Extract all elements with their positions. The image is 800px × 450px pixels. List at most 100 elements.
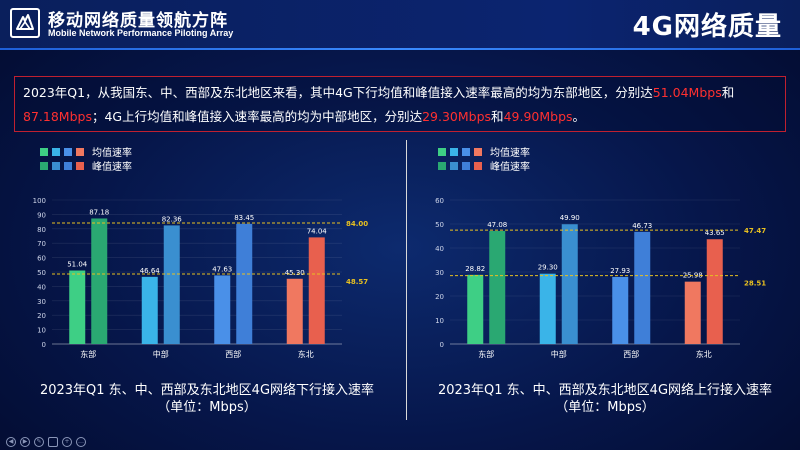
x-category-label-1: 中部: [153, 349, 169, 359]
y-tick-label: 20: [37, 312, 46, 320]
y-tick-label: 60: [435, 197, 444, 205]
data-label-avg-1: 46.64: [140, 267, 161, 275]
header-bar: 移动网络质量领航方阵 Mobile Network Performance Pi…: [0, 0, 800, 48]
bar-avg-3: [684, 281, 701, 344]
bar-peak-0: [91, 218, 108, 344]
x-category-label-2: 西部: [623, 349, 639, 359]
reference-label-1: 28.51: [744, 280, 766, 288]
legend-swatch-peak-2: [462, 162, 470, 170]
bar-avg-1: [141, 276, 158, 344]
data-label-peak-2: 46.73: [632, 222, 652, 230]
brand-name-en: Mobile Network Performance Piloting Arra…: [48, 28, 234, 38]
legend-swatch-peak-0: [438, 162, 446, 170]
data-label-peak-3: 74.04: [307, 227, 328, 235]
legend-swatch-avg-3: [76, 148, 84, 156]
x-category-label-0: 东部: [80, 349, 96, 359]
x-category-label-1: 中部: [551, 349, 567, 359]
downlink-caption-title: 2023年Q1 东、中、西部及东北地区4G网络下行接入速率: [39, 383, 375, 398]
bar-peak-3: [308, 237, 325, 344]
data-label-peak-1: 82.36: [162, 215, 183, 223]
reference-label-0: 84.00: [346, 220, 368, 228]
bar-avg-0: [69, 270, 86, 344]
bar-peak-2: [236, 223, 253, 344]
slides-grid-icon[interactable]: [48, 437, 58, 447]
downlink-chart: 均值速率 峰值速率 0 10 20 30 40 50 60 70 80 90 100 51.04 87.18…: [12, 140, 402, 380]
data-label-avg-3: 45.30: [285, 269, 305, 277]
y-tick-label: 0: [440, 341, 444, 349]
legend-swatch-avg-1: [450, 148, 458, 156]
downlink-caption-unit: （单位：Mbps）: [157, 400, 257, 415]
x-category-label-0: 东部: [478, 349, 494, 359]
summary-value-1: 51.04Mbps: [652, 85, 722, 100]
data-label-peak-2: 83.45: [234, 214, 254, 222]
bar-peak-3: [706, 239, 723, 344]
brand-logo-icon: [10, 8, 40, 38]
y-tick-label: 50: [435, 221, 444, 229]
downlink-caption: 2023年Q1 东、中、西部及东北地区4G网络下行接入速率 （单位：Mbps）: [12, 382, 402, 416]
x-category-label-2: 西部: [225, 349, 241, 359]
bar-peak-2: [634, 231, 651, 344]
bar-avg-2: [214, 275, 231, 344]
legend-swatch-peak-1: [450, 162, 458, 170]
data-label-peak-0: 87.18: [89, 208, 109, 216]
data-label-avg-1: 29.30: [538, 264, 558, 272]
reference-label-1: 48.57: [346, 278, 368, 286]
y-tick-label: 30: [37, 298, 46, 306]
legend-label-avg: 均值速率: [92, 146, 132, 159]
chart-divider: [406, 140, 407, 420]
bar-peak-1: [163, 225, 180, 344]
legend-swatch-avg-2: [64, 148, 72, 156]
data-label-avg-2: 27.93: [610, 267, 630, 275]
y-tick-label: 10: [37, 327, 46, 335]
legend-swatch-avg-3: [474, 148, 482, 156]
bar-avg-0: [467, 274, 484, 344]
y-tick-label: 100: [33, 197, 46, 205]
x-category-label-3: 东北: [298, 349, 314, 359]
more-options-icon[interactable]: …: [76, 437, 86, 447]
bar-avg-1: [539, 273, 556, 344]
pen-icon[interactable]: ✎: [34, 437, 44, 447]
data-label-peak-1: 49.90: [560, 214, 580, 222]
zoom-icon[interactable]: +: [62, 437, 72, 447]
data-label-peak-3: 43.65: [705, 229, 725, 237]
legend-swatch-peak-3: [474, 162, 482, 170]
legend-label-peak: 峰值速率: [92, 160, 132, 173]
legend-label-peak: 峰值速率: [490, 160, 530, 173]
y-tick-label: 40: [435, 245, 444, 253]
summary-text-5: 。: [572, 109, 586, 124]
legend-swatch-avg-1: [52, 148, 60, 156]
summary-value-3: 29.30Mbps: [422, 109, 492, 124]
summary-box: 2023年Q1，从我国东、中、西部及东北地区来看，其中4G下行均值和峰值接入速率…: [14, 76, 786, 132]
data-label-avg-0: 28.82: [465, 265, 485, 273]
y-tick-label: 0: [42, 341, 46, 349]
prev-slide-icon[interactable]: ◀: [6, 437, 16, 447]
legend-swatch-avg-0: [40, 148, 48, 156]
slideshow-controls: ◀ ▶ ✎ + …: [0, 434, 800, 450]
legend-swatch-peak-0: [40, 162, 48, 170]
uplink-caption: 2023年Q1 东、中、西部及东北地区4G网络上行接入速率 （单位：Mbps）: [410, 382, 800, 416]
brand-name-cn: 移动网络质量领航方阵: [48, 11, 228, 31]
uplink-caption-unit: （单位：Mbps）: [555, 400, 655, 415]
uplink-chart: 均值速率 峰值速率 0 10 20 30 40 50 60 28.82 47.08 东部 29.30 49…: [410, 140, 800, 380]
legend-swatch-peak-2: [64, 162, 72, 170]
y-tick-label: 90: [37, 211, 46, 219]
bar-avg-3: [286, 278, 303, 344]
summary-text-3: ；4G上行均值和峰值接入速率最高的均为中部地区，分别达: [91, 109, 423, 124]
y-tick-label: 70: [37, 240, 46, 248]
uplink-caption-title: 2023年Q1 东、中、西部及东北地区4G网络上行接入速率: [437, 383, 773, 398]
data-label-avg-0: 51.04: [67, 261, 88, 269]
summary-text-1: 2023年Q1，从我国东、中、西部及东北地区来看，其中4G下行均值和峰值接入速率…: [23, 85, 653, 100]
data-label-peak-0: 47.08: [487, 221, 507, 229]
legend-swatch-avg-2: [462, 148, 470, 156]
y-tick-label: 30: [435, 269, 444, 277]
legend-swatch-avg-0: [438, 148, 446, 156]
legend-swatch-peak-1: [52, 162, 60, 170]
summary-text-4: 和: [491, 109, 504, 124]
page-title: 4G网络质量: [632, 12, 782, 42]
next-slide-icon[interactable]: ▶: [20, 437, 30, 447]
header-divider: [0, 48, 800, 50]
y-tick-label: 80: [37, 226, 46, 234]
y-tick-label: 10: [435, 317, 444, 325]
